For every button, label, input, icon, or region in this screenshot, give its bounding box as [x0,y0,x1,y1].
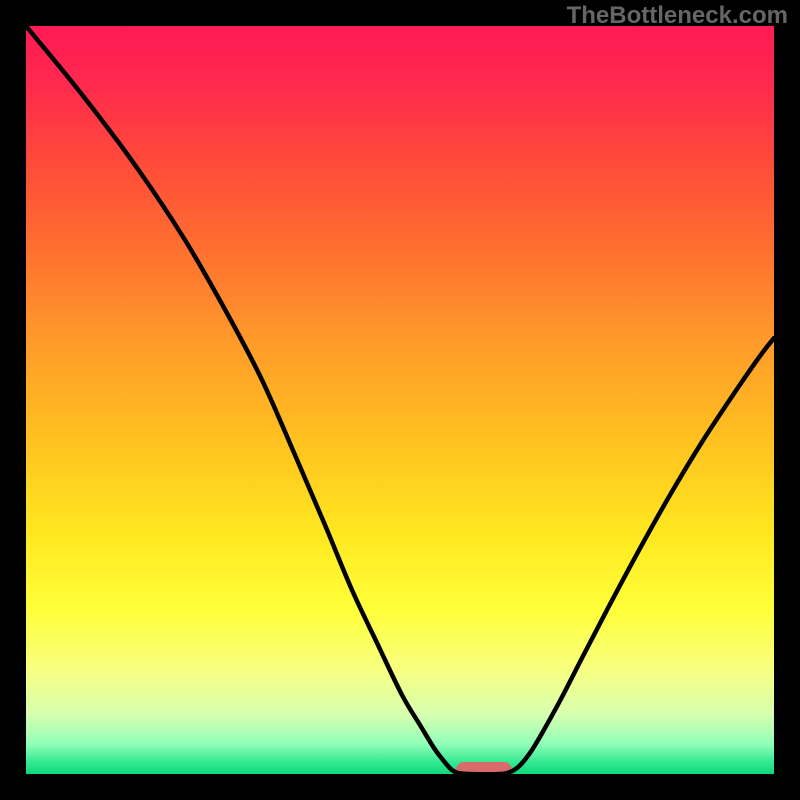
chart-canvas [0,0,800,800]
bottleneck-chart: TheBottleneck.com [0,0,800,800]
gradient-background [26,26,774,774]
plot-area [26,26,774,778]
source-watermark: TheBottleneck.com [567,2,788,30]
